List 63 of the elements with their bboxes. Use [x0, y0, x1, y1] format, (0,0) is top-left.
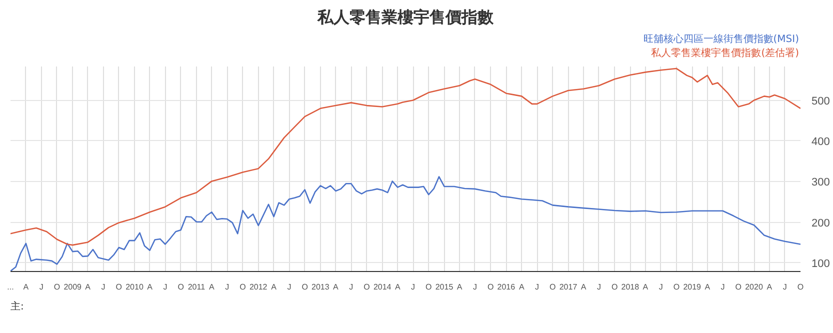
- x-tick-label: O: [364, 282, 370, 292]
- x-tick-label: J: [101, 282, 106, 292]
- y-tick-label: 200: [812, 217, 830, 230]
- text: 旺舖核心四區一線街售價指數(MSI): [643, 32, 799, 46]
- x-tick-label: J: [720, 282, 725, 292]
- x-tick-label: O: [178, 282, 184, 292]
- x-tick-label: A: [704, 282, 711, 292]
- x-tick-label: 2015: [435, 282, 454, 292]
- x-tick-label: 2010: [126, 282, 144, 292]
- x-tick-label: A: [333, 282, 340, 292]
- x-tick-label: 2016: [497, 282, 516, 292]
- x-tick-label: J: [535, 282, 540, 292]
- series-label: 私人零售業樓宇售價指數(差估署): [651, 46, 799, 60]
- x-tick-label: J: [349, 282, 354, 292]
- x-tick-label: 2009: [64, 282, 82, 292]
- x-tick-label: J: [163, 282, 168, 292]
- x-tick-label: J: [782, 282, 787, 292]
- x-tick-label: 2019: [683, 282, 702, 292]
- line-series: [10, 176, 800, 272]
- x-tick-label: J: [39, 282, 44, 292]
- x-tick-label: A: [209, 282, 216, 292]
- x-tick-label: O: [487, 282, 494, 292]
- x-tick-label: J: [596, 282, 601, 292]
- x-tick-label: 2020: [745, 282, 764, 292]
- x-tick-label: A: [271, 282, 278, 292]
- x-tick-label: 2011: [188, 282, 206, 292]
- x-tick-label: A: [147, 282, 154, 292]
- x-tick-label: A: [456, 282, 463, 292]
- x-tick-label: O: [426, 282, 432, 292]
- x-tick-label: O: [735, 282, 742, 292]
- y-tick-label: 300: [812, 176, 830, 189]
- x-tick-label: A: [518, 282, 525, 292]
- x-tick-label: A: [394, 282, 401, 292]
- x-tick-label: 2018: [621, 282, 640, 292]
- y-tick-label: 100: [812, 258, 830, 270]
- x-tick-label: J: [658, 282, 663, 292]
- x-tick-label: O: [54, 282, 60, 292]
- x-tick-label: A: [580, 282, 587, 292]
- x-tick-label: O: [550, 282, 556, 292]
- x-tick-label: O: [240, 282, 246, 292]
- x-tick-label: A: [23, 282, 30, 292]
- x-tick-label: J: [287, 282, 292, 292]
- x-tick-label: 2013: [312, 282, 330, 292]
- y-tick-label: 500: [812, 95, 830, 108]
- x-tick-label: A: [642, 282, 649, 292]
- x-tick-label: J: [411, 282, 416, 292]
- x-tick-label: O: [116, 282, 122, 292]
- x-tick-label: A: [766, 282, 773, 292]
- x-tick-label: 2012: [249, 282, 268, 292]
- x-tick-label: O: [302, 282, 308, 292]
- text: 主:: [10, 300, 24, 312]
- x-tick-label: A: [85, 282, 92, 292]
- x-tick-label: O: [797, 282, 804, 292]
- x-tick-label: J: [472, 282, 477, 292]
- chart-title: 私人零售業樓宇售價指數: [316, 8, 494, 26]
- x-tick-label: O: [611, 282, 618, 292]
- line-series: [10, 68, 800, 246]
- y-tick-label: 400: [812, 136, 830, 148]
- x-tick-label: O: [673, 282, 680, 292]
- x-tick-label: 2014: [373, 282, 392, 292]
- x-tick-label: 2017: [559, 282, 578, 292]
- x-tick-label: ...: [7, 282, 14, 292]
- x-tick-label: J: [225, 282, 230, 292]
